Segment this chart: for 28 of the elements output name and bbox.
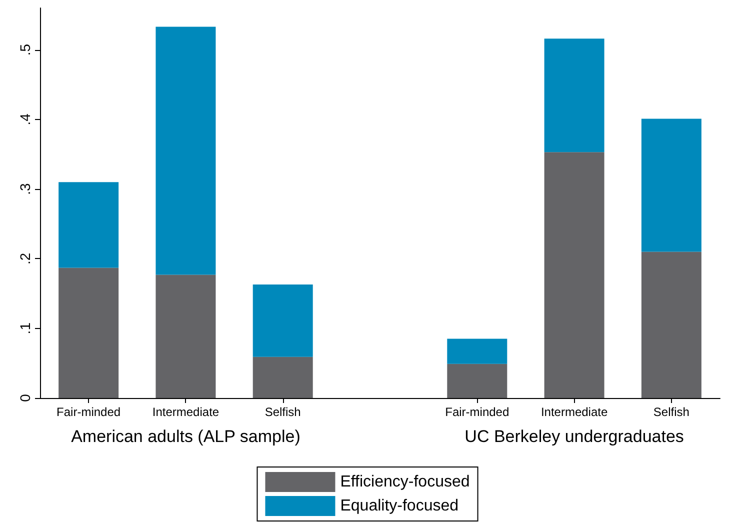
x-tick-label: Fair-minded <box>56 405 121 419</box>
x-tick-label: Fair-minded <box>445 405 510 419</box>
bar <box>156 26 216 275</box>
bar <box>156 274 216 398</box>
bar <box>252 356 313 398</box>
bar <box>58 182 119 268</box>
y-tick-label: .4 <box>17 113 33 126</box>
text: American adults (ALP sample) <box>71 427 300 446</box>
y-tick-label: 0 <box>17 394 33 402</box>
y-tick-label: .5 <box>17 44 33 56</box>
bar <box>447 338 508 364</box>
bar <box>641 118 702 252</box>
x-tick-label: Intermediate <box>152 405 220 419</box>
y-tick-label: .3 <box>17 183 33 195</box>
bar <box>544 152 604 398</box>
x-tick-label: Selfish <box>264 405 301 419</box>
bar <box>447 364 508 398</box>
bar <box>641 252 702 398</box>
x-tick-label: Selfish <box>653 405 690 419</box>
y-tick-label: .2 <box>17 252 33 265</box>
bar <box>58 268 119 398</box>
bar <box>544 38 604 152</box>
bar <box>252 284 313 357</box>
legend-label: Efficiency-focused <box>340 474 470 490</box>
legend-label: Equality-focused <box>340 498 459 514</box>
text: UC Berkeley undergraduates <box>464 427 684 446</box>
x-tick-label: Intermediate <box>540 405 608 419</box>
y-tick-label: .1 <box>17 322 33 334</box>
